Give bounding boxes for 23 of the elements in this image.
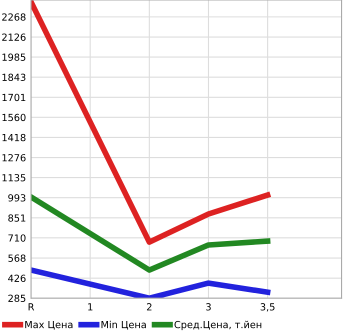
y-tick-label: 1701: [2, 94, 26, 102]
y-tick-label: 1135: [2, 174, 26, 182]
legend-label: Max Цена: [25, 321, 72, 330]
y-tick-label: 426: [8, 274, 26, 282]
x-tick-label: 2: [146, 303, 152, 310]
x-tick-label: 1: [88, 303, 92, 310]
y-tick-label: 710: [8, 234, 26, 242]
y-tick-label: 568: [8, 254, 26, 262]
x-tick-label: 3,5: [260, 303, 275, 312]
y-tick-label: 2126: [2, 34, 26, 41]
x-tick-label: 3: [206, 303, 211, 311]
y-tick-label: 2268: [2, 13, 26, 21]
legend-label: Min Цена: [102, 320, 146, 330]
y-tick-label: 993: [8, 194, 26, 202]
legend-label: Сред.Цена, т.йен: [174, 320, 262, 330]
y-tick-label: 285: [8, 294, 26, 302]
y-tick-label: 1843: [2, 74, 26, 81]
x-tick-label: R: [28, 303, 34, 310]
y-tick-label: 851: [8, 214, 26, 222]
y-tick-label: 1418: [2, 134, 26, 142]
y-tick-label: 1560: [2, 114, 26, 122]
y-tick-label: 1985: [2, 54, 26, 61]
y-tick-label: 1276: [2, 154, 26, 162]
